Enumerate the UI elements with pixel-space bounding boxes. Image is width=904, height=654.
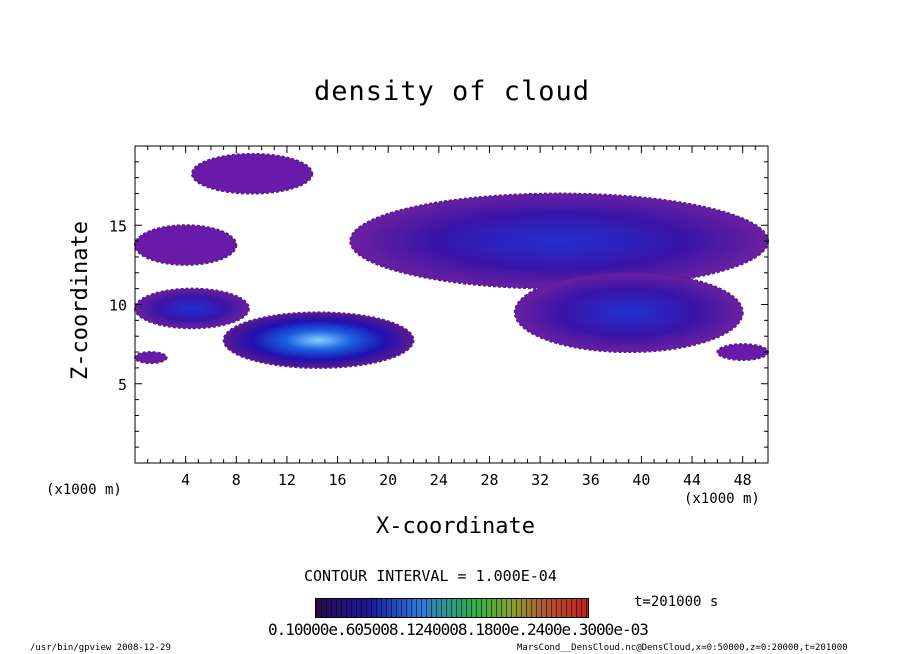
x-axis-ticks: 4 8 12 16 20 24 28 32 36 40 44 48: [147, 146, 756, 489]
y-tick-label: 15: [109, 217, 127, 235]
y-tick-label: 5: [118, 376, 127, 394]
x-tick-label: 32: [531, 471, 549, 489]
cloud-region-1: [134, 224, 238, 266]
x-tick-label: 12: [278, 471, 296, 489]
x-tick-label: 40: [632, 471, 650, 489]
x-axis-unit-left: (x1000 m): [46, 482, 122, 498]
x-tick-label: 4: [181, 471, 190, 489]
colorbar: [315, 598, 589, 618]
y-axis-label: Z-coordinate: [68, 221, 93, 380]
cloud-region-4: [222, 311, 415, 369]
x-tick-label: 44: [683, 471, 701, 489]
x-tick-label: 28: [480, 471, 498, 489]
x-tick-label: 36: [582, 471, 600, 489]
x-tick-label: 8: [232, 471, 241, 489]
footer-file-info: MarsCond__DensCloud.nc@DensCloud,x=0:500…: [517, 643, 848, 653]
cloud-region-2: [349, 192, 769, 290]
time-label: t=201000 s: [634, 594, 719, 610]
cloud-region-5: [513, 271, 744, 354]
x-tick-label: 24: [430, 471, 448, 489]
chart-title: density of cloud: [313, 76, 591, 107]
contour-interval-label: CONTOUR INTERVAL = 1.000E-04: [304, 567, 557, 585]
x-tick-label: 16: [329, 471, 347, 489]
cloud-contours: [134, 152, 769, 369]
x-tick-label: 20: [379, 471, 397, 489]
x-axis-unit-right: (x1000 m): [684, 491, 760, 507]
cloud-region-6: [134, 351, 168, 365]
x-tick-label: 48: [734, 471, 752, 489]
footer-program-info: /usr/bin/gpview 2008-12-29: [30, 643, 171, 653]
y-tick-label: 10: [109, 297, 127, 315]
cloud-region-3: [134, 287, 250, 330]
y-axis-ticks: 5 10 15: [109, 161, 768, 448]
cloud-region-7: [716, 343, 769, 361]
x-axis-label: X-coordinate: [376, 514, 535, 539]
colorbar-tick-labels: 0.10000e.605008.1240008.1800e.2400e.3000…: [268, 620, 649, 639]
cloud-region-0: [190, 152, 314, 195]
